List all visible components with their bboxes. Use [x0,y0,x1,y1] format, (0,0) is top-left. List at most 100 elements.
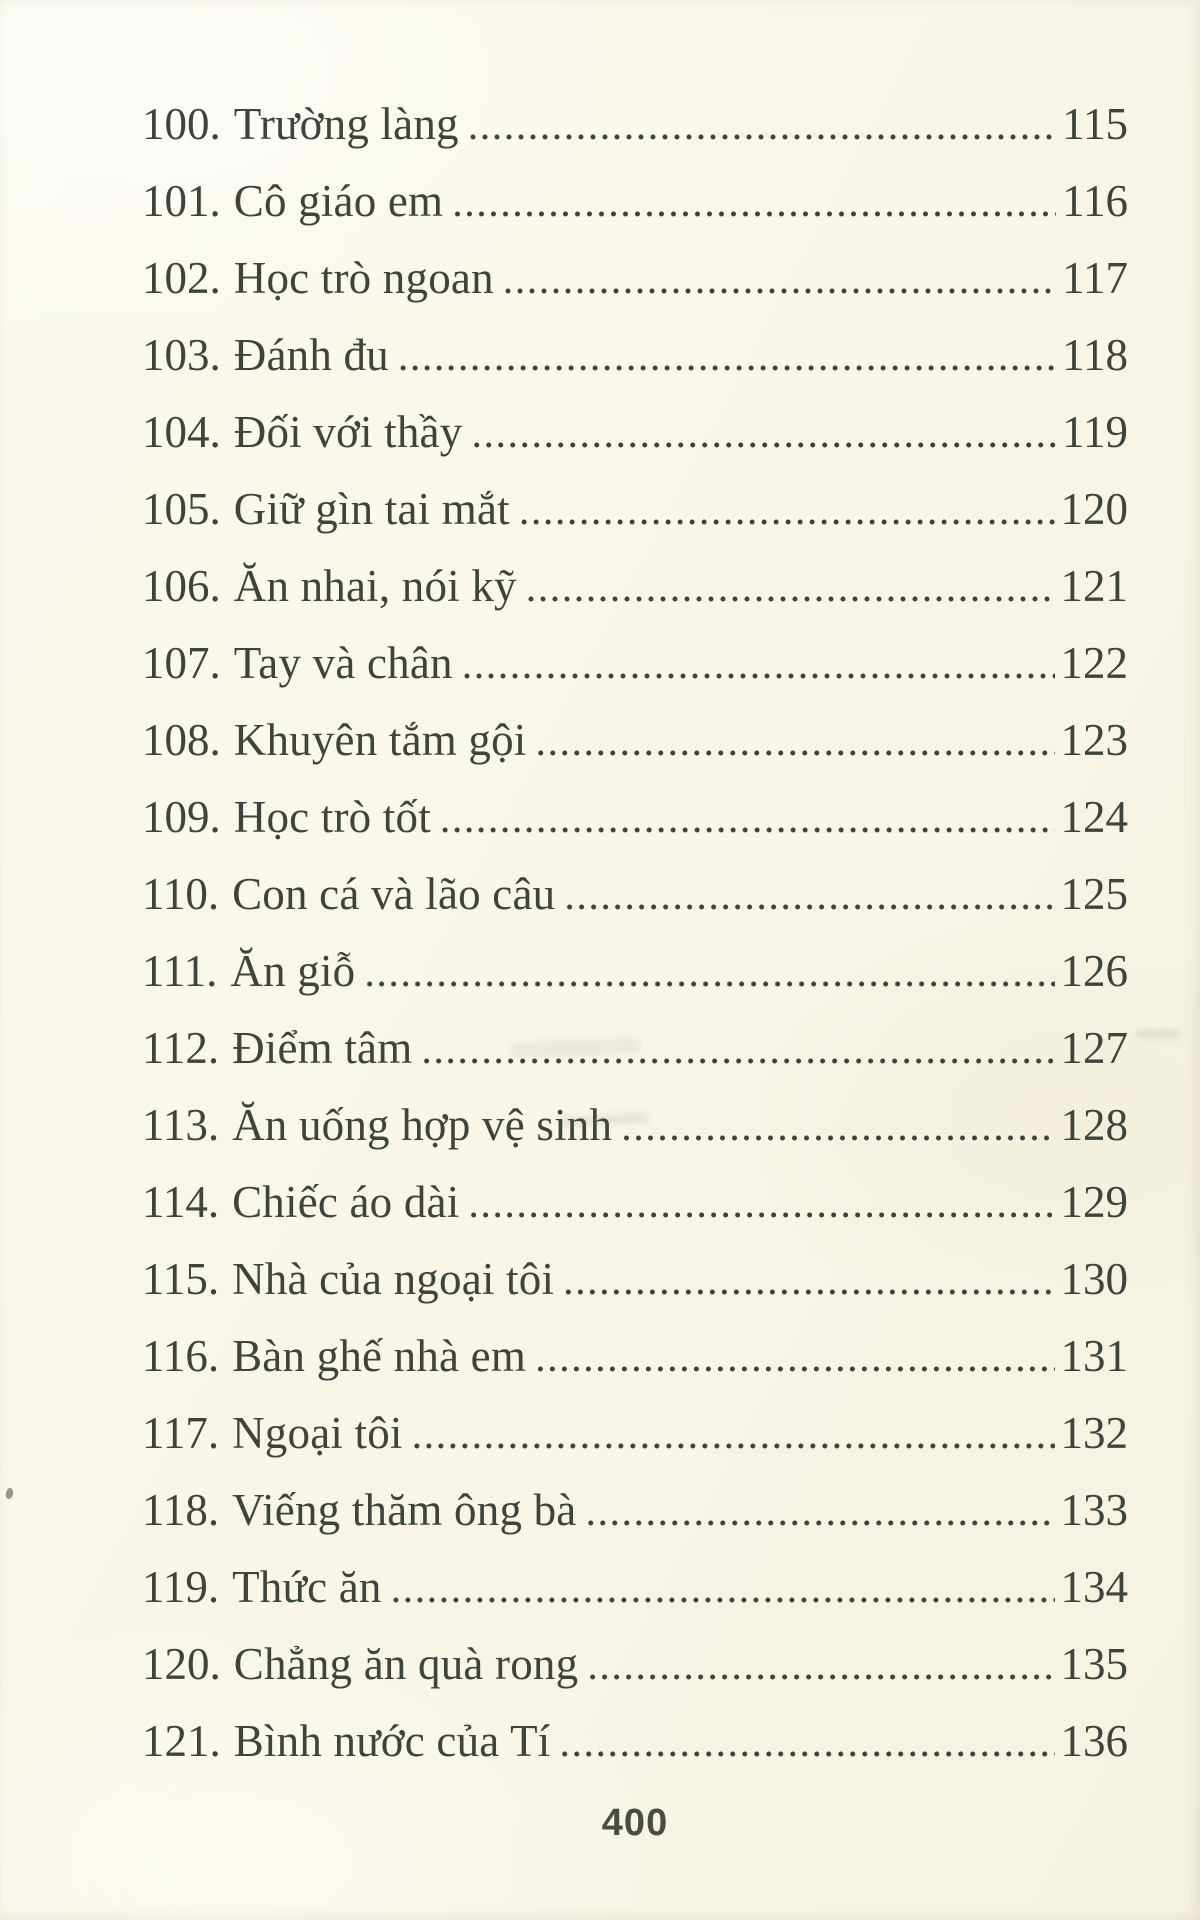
dot-leader [536,702,1055,781]
toc-entry-title: Bình nước của Tí [233,1716,551,1766]
toc-entry-number: 108. [142,715,221,765]
toc-entry-number: 109. [142,792,221,842]
toc-entry-title: Con cá và lão câu [232,869,556,919]
toc-entry: 109. Học trò tốt 124 [142,779,1128,856]
toc-entry-number: 106. [142,561,221,611]
toc-entry: 108. Khuyên tắm gội 123 [142,702,1128,779]
dot-leader [452,163,1056,242]
toc-entry-title: Bàn ghế nhà em [232,1331,527,1381]
toc-entry-page-number: 129 [1060,1177,1129,1227]
toc-entry-number: 116. [142,1331,220,1381]
dot-leader [503,240,1056,319]
dot-leader [519,471,1055,550]
toc-entry-title: Ngoại tôi [232,1408,403,1458]
toc-entry-page-number: 136 [1060,1716,1129,1766]
dot-leader [421,1010,1054,1089]
toc-entry: 120. Chẳng ăn quà rong 135 [142,1626,1128,1703]
toc-entry-title: Nhà của ngoại tôi [232,1254,555,1304]
toc-entry-title: Trường làng [233,99,459,149]
toc-entry-page-number: 124 [1060,792,1129,842]
dot-leader [585,1472,1054,1551]
toc-entry-page-number: 132 [1060,1408,1129,1458]
toc-entry-number: 103. [142,330,221,380]
toc-entry-number: 113. [142,1100,220,1150]
toc-entry: 113. Ăn uống hợp vệ sinh 128 [142,1087,1128,1164]
scan-smudge [1135,1030,1181,1038]
toc-entry-number: 110. [142,869,220,919]
toc-entry-title: Viếng thăm ông bà [232,1485,577,1535]
toc-entry: 100. Trường làng 115 [142,86,1128,163]
toc-entry-page-number: 116 [1062,176,1128,226]
toc-entry: 112. Điểm tâm 127 [142,1010,1128,1087]
toc-entry-page-number: 133 [1060,1485,1129,1535]
toc-entry-title: Khuyên tắm gội [233,715,527,765]
toc-entry-number: 111. [142,946,218,996]
toc-entry-number: 112. [142,1023,220,1073]
toc-entry-number: 121. [142,1716,221,1766]
toc-entry-page-number: 123 [1060,715,1129,765]
toc-entry-title: Chẳng ăn quà rong [233,1639,579,1689]
toc-entry: 115. Nhà của ngoại tôi 130 [142,1241,1128,1318]
toc-entry-page-number: 121 [1060,561,1129,611]
toc-entry-number: 100. [142,99,221,149]
toc-entry-number: 119. [142,1562,220,1612]
dot-leader [535,1318,1054,1397]
toc-entry-title: Đánh đu [233,330,389,380]
toc-entry-page-number: 131 [1060,1331,1129,1381]
page-number-footer: 400 [601,1802,669,1844]
dot-leader [462,625,1055,704]
toc-entry-number: 120. [142,1639,221,1689]
toc-entry-page-number: 115 [1062,99,1128,149]
toc-list: 100. Trường làng 115 101. Cô giáo em 116… [142,86,1128,1780]
toc-entry-page-number: 135 [1060,1639,1129,1689]
toc-entry-page-number: 119 [1062,407,1128,457]
toc-entry-number: 114. [142,1177,220,1227]
dot-leader [412,1395,1055,1474]
dot-leader [468,86,1056,165]
toc-entry-page-number: 122 [1060,638,1129,688]
toc-entry-title: Thức ăn [232,1562,382,1612]
toc-entry-page-number: 118 [1062,330,1128,380]
toc-entry: 101. Cô giáo em 116 [142,163,1128,240]
toc-entry-page-number: 134 [1060,1562,1129,1612]
dot-leader [471,394,1056,473]
dot-leader [526,548,1055,627]
toc-entry-number: 117. [142,1408,220,1458]
toc-entry: 107. Tay và chân 122 [142,625,1128,702]
toc-entry-page-number: 128 [1060,1100,1129,1150]
toc-entry-number: 105. [142,484,221,534]
toc-entry: 106. Ăn nhai, nói kỹ 121 [142,548,1128,625]
toc-entry: 110. Con cá và lão câu 125 [142,856,1128,933]
toc-entry-title: Học trò tốt [233,792,431,842]
toc-entry-page-number: 130 [1060,1254,1129,1304]
toc-entry-title: Học trò ngoan [233,253,494,303]
toc-entry: 119. Thức ăn 134 [142,1549,1128,1626]
toc-entry-number: 115. [142,1254,220,1304]
toc-entry: 121. Bình nước của Tí 136 [142,1703,1128,1780]
dot-leader [398,317,1056,396]
toc-entry-number: 107. [142,638,221,688]
toc-entry-number: 118. [142,1485,220,1535]
toc-entry-title: Tay và chân [233,638,453,688]
toc-entry: 114. Chiếc áo dài 129 [142,1164,1128,1241]
toc-entry: 103. Đánh đu 118 [142,317,1128,394]
dot-leader [560,1703,1055,1782]
toc-entry-title: Điểm tâm [232,1023,413,1073]
toc-entry-page-number: 125 [1060,869,1129,919]
toc-entry: 102. Học trò ngoan 117 [142,240,1128,317]
toc-entry: 111. Ăn giỗ 126 [142,933,1128,1010]
toc-entry-number: 101. [142,176,221,226]
dot-leader [621,1087,1054,1166]
dot-leader [440,779,1055,858]
toc-entry-title: Chiếc áo dài [232,1177,460,1227]
toc-entry-title: Giữ gìn tai mắt [233,484,510,534]
dot-leader [391,1549,1055,1628]
toc-entry-page-number: 117 [1062,253,1128,303]
toc-entry-number: 102. [142,253,221,303]
toc-entry-title: Ăn uống hợp vệ sinh [232,1100,613,1150]
scan-speck [4,1487,15,1500]
toc-entry: 116. Bàn ghế nhà em 131 [142,1318,1128,1395]
toc-entry: 117. Ngoại tôi 132 [142,1395,1128,1472]
toc-entry-title: Đối với thầy [233,407,463,457]
